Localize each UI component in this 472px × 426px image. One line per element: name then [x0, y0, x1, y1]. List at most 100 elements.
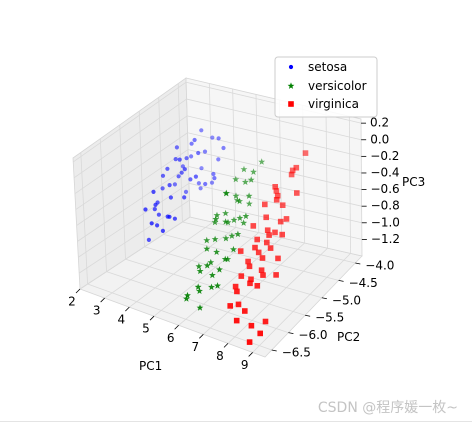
virginica-point	[274, 192, 281, 199]
setosa-point	[209, 180, 215, 185]
versicolor-point	[234, 230, 242, 238]
x-tick-mark	[174, 324, 179, 330]
setosa-point	[216, 157, 221, 162]
floor-gridline-x	[153, 232, 260, 317]
virginica-point	[272, 184, 278, 190]
virginica-point	[247, 280, 253, 287]
setosa-point	[151, 189, 156, 194]
virginica-point	[263, 214, 269, 221]
versicolor-point	[232, 192, 240, 199]
setosa-point	[160, 228, 165, 233]
versicolor-point	[203, 245, 211, 252]
versicolor-point	[196, 304, 204, 311]
versicolor-point	[230, 245, 237, 253]
versicolor-point	[194, 283, 202, 290]
legend-label-virginica: virginica	[308, 97, 359, 111]
x-tick-label: 2	[68, 295, 76, 309]
virginica-point	[255, 249, 262, 256]
versicolor-point	[224, 255, 232, 263]
virginica-point	[245, 258, 251, 265]
x-tick-label: 8	[216, 349, 224, 363]
setosa-point	[179, 170, 184, 175]
y-tick-mark	[305, 314, 311, 317]
csdn-watermark: CSDN @程序媛一枚~	[317, 400, 458, 416]
virginica-point	[279, 231, 285, 238]
virginica-point	[248, 322, 255, 329]
x-tick-mark	[125, 306, 130, 312]
back-gridline-x	[255, 94, 260, 233]
left-gridline-z	[73, 98, 187, 179]
setosa-point	[221, 145, 226, 151]
back-gridline-x	[185, 77, 191, 218]
back-gridline-x	[208, 83, 214, 223]
setosa-point	[152, 207, 157, 212]
virginica-point	[273, 188, 280, 194]
virginica-point	[264, 227, 271, 233]
setosa-point	[202, 149, 208, 154]
y-tick-mark	[321, 297, 327, 300]
setosa-point	[210, 135, 215, 140]
versicolor-point	[211, 218, 219, 226]
setosa-point	[167, 214, 172, 219]
x-tick-label: 3	[93, 304, 101, 318]
virginica-point	[275, 255, 281, 262]
setosa-point	[198, 186, 203, 191]
versicolor-point	[241, 178, 249, 185]
setosa-point	[160, 173, 166, 178]
versicolor-point	[207, 258, 215, 266]
y-tick-label: −4.5	[349, 276, 378, 290]
floor-gridline-x	[104, 221, 214, 299]
versicolor-point	[213, 211, 221, 219]
z-tick-label: −0.8	[371, 199, 400, 213]
versicolor-point	[196, 287, 203, 294]
versicolor-point	[232, 175, 240, 183]
virginica-point	[262, 201, 268, 208]
setosa-point	[172, 182, 177, 187]
setosa-point	[189, 141, 194, 146]
back-gridline-z	[189, 199, 362, 240]
versicolor-point	[245, 192, 253, 199]
left-gridline-z	[76, 149, 189, 226]
versicolor-point	[222, 218, 229, 225]
z-tick-label: −1.0	[371, 215, 400, 229]
left-gridline-y	[158, 97, 164, 235]
setosa-point	[168, 195, 173, 200]
versicolor-point	[212, 215, 220, 223]
legend-marker-virginica	[288, 101, 294, 107]
y-tick-label: −6.0	[298, 328, 327, 342]
virginica-point	[259, 255, 266, 261]
versicolor-point	[230, 216, 238, 223]
versicolor-point	[183, 295, 190, 302]
y-tick-mark	[355, 262, 361, 265]
x-tick-mark	[199, 334, 204, 339]
setosa-point	[156, 212, 161, 217]
floor-gridline-y	[163, 233, 339, 281]
x-tick-mark	[223, 343, 229, 348]
versicolor-point	[240, 165, 248, 173]
left-gridline-z	[74, 115, 188, 195]
virginica-point	[234, 288, 240, 295]
legend-frame	[274, 56, 378, 118]
versicolor-point	[208, 271, 216, 279]
floor-gridline-x	[252, 253, 351, 353]
setosa-point	[180, 164, 185, 169]
virginica-point	[267, 245, 274, 251]
virginica-point	[288, 171, 295, 178]
setosa-point	[199, 166, 204, 171]
z-tick-label: −0.4	[370, 166, 399, 180]
axes-panes	[72, 77, 363, 358]
floor-gridline-x	[79, 216, 191, 290]
virginica-point	[283, 216, 290, 222]
virginica-point	[254, 236, 260, 243]
setosa-point	[211, 171, 216, 177]
versicolor-point	[222, 189, 230, 197]
versicolor-point	[195, 262, 203, 270]
virginica-point	[250, 223, 257, 229]
back-gridline-x	[232, 88, 237, 228]
y-tick-label: −5.0	[332, 293, 361, 307]
left-gridline-z	[77, 166, 189, 242]
virginica-point	[258, 267, 265, 273]
versicolor-point	[214, 282, 221, 289]
virginica-point	[254, 283, 261, 289]
